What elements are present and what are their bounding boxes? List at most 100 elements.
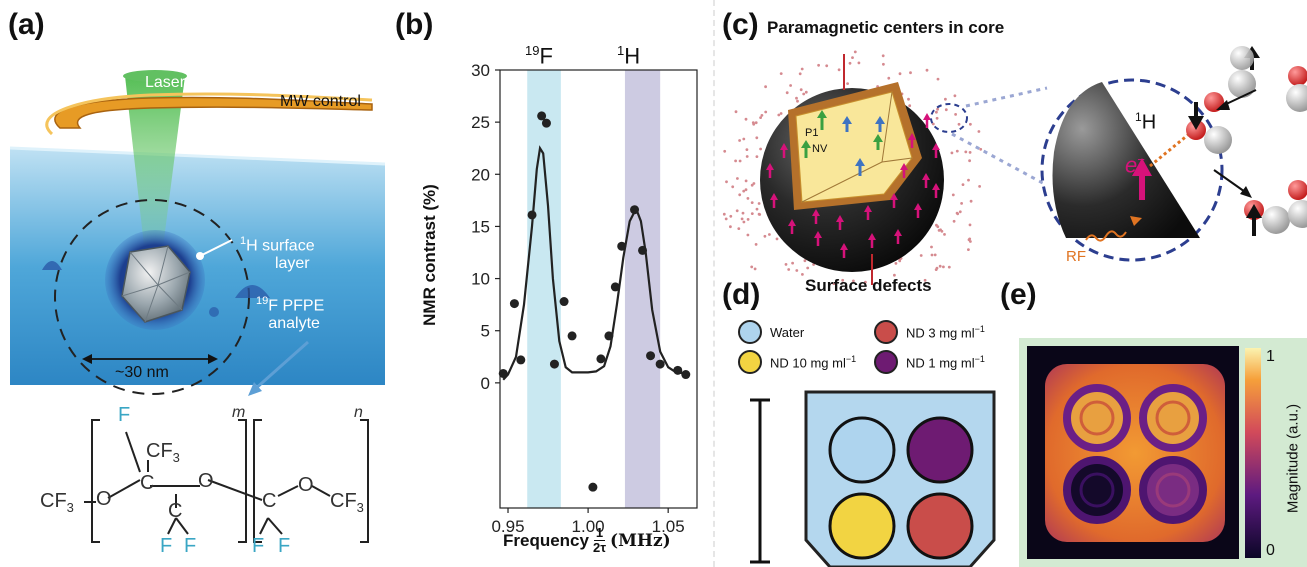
data-point bbox=[655, 359, 665, 369]
formula-n: n bbox=[354, 404, 363, 421]
water-molecule-dot bbox=[724, 217, 728, 221]
nv-label: NV bbox=[812, 143, 828, 155]
water-molecule-dot bbox=[817, 63, 820, 67]
shaded-band-0 bbox=[527, 70, 561, 508]
water-molecule-dot bbox=[742, 189, 746, 193]
water-molecule-dot bbox=[908, 104, 912, 108]
water-molecule-dot bbox=[741, 211, 745, 215]
mw-control-label: MW control bbox=[280, 93, 361, 110]
data-point bbox=[630, 205, 640, 215]
band-label-1h: 1H bbox=[617, 43, 641, 69]
water-molecule-dot bbox=[791, 261, 794, 265]
water-molecule-dot bbox=[857, 61, 861, 65]
fit-curve bbox=[502, 145, 688, 381]
legend-nd1: ND 1 mg ml−1 bbox=[874, 350, 985, 374]
water-molecule-dot bbox=[755, 155, 759, 158]
water-molecule-dot bbox=[832, 282, 836, 285]
water-molecule-dot bbox=[804, 90, 808, 94]
y-tick-label: 10 bbox=[471, 270, 490, 289]
water-molecule-dot bbox=[851, 56, 854, 59]
water-molecule-dot bbox=[931, 122, 935, 126]
water-molecule-dot bbox=[740, 217, 744, 221]
colorbar-min: 0 bbox=[1266, 542, 1275, 559]
surface-spin-arrowhead bbox=[840, 243, 848, 250]
water-molecule-dot bbox=[898, 72, 902, 76]
water-molecule-dot bbox=[779, 72, 783, 75]
water-molecule-dot bbox=[935, 110, 938, 114]
formula-c1: C bbox=[140, 472, 155, 494]
water-molecule-dot bbox=[923, 278, 927, 282]
water-molecule-dot bbox=[930, 253, 934, 257]
formula-o1: O bbox=[96, 488, 112, 510]
formula-f1: F bbox=[118, 404, 131, 426]
colorbar-max: 1 bbox=[1266, 348, 1275, 365]
panel-c-illustration bbox=[722, 46, 1307, 285]
x-tick-label: 0.95 bbox=[491, 517, 524, 536]
surface-spin-arrowhead bbox=[766, 163, 774, 170]
water-molecule-dot bbox=[744, 188, 748, 192]
water-molecule-dot bbox=[763, 234, 767, 238]
water-molecule-dot bbox=[936, 107, 939, 111]
water-molecule-dot bbox=[968, 223, 972, 227]
water-molecule-dot bbox=[968, 159, 971, 163]
water-molecule-dot bbox=[951, 193, 955, 197]
water-molecule-dot bbox=[736, 177, 739, 180]
1h-label: 1H bbox=[1135, 110, 1157, 134]
colorbar-label: Magnitude (a.u.) bbox=[1284, 403, 1302, 514]
panel-divider bbox=[713, 0, 715, 567]
data-point bbox=[681, 370, 691, 380]
water-molecule-dot bbox=[953, 94, 957, 98]
water-molecule-dot bbox=[731, 185, 735, 189]
water-molecule-dot bbox=[800, 67, 804, 71]
surface-spin-arrowhead bbox=[836, 215, 844, 222]
rf-label: RF bbox=[1066, 248, 1086, 265]
surface-spin-arrowhead bbox=[788, 219, 796, 226]
mri-well-nd1 bbox=[1139, 384, 1207, 452]
water-molecule-dot bbox=[950, 151, 954, 155]
formula-c3: C bbox=[262, 490, 277, 512]
water-molecule-dot bbox=[744, 117, 748, 121]
water-molecule-dot bbox=[789, 84, 792, 87]
data-point bbox=[549, 359, 559, 369]
water-molecule-dot bbox=[760, 114, 764, 117]
water-molecule-dot bbox=[768, 233, 771, 236]
x-axis-label: Frequency 1 2τ (MHz) bbox=[503, 525, 671, 555]
water-molecule-dot bbox=[754, 121, 758, 125]
water-molecule-dot bbox=[729, 225, 732, 229]
electron-label: e− bbox=[1125, 152, 1145, 178]
water-molecule-dot bbox=[722, 212, 726, 216]
data-point bbox=[567, 331, 577, 341]
water-molecule-dot bbox=[944, 97, 947, 101]
water-molecule-dot bbox=[787, 268, 791, 271]
water-molecule-dot bbox=[803, 259, 807, 263]
plot-frame bbox=[499, 69, 698, 509]
formula-f3: F bbox=[184, 535, 197, 557]
mri-well-nd3 bbox=[1139, 456, 1207, 524]
formula-c2: C bbox=[168, 500, 183, 522]
water-molecule-dot bbox=[738, 159, 742, 163]
water-molecule-dot bbox=[799, 88, 803, 92]
legend-nd10: ND 10 mg ml−1 bbox=[738, 350, 856, 374]
data-point bbox=[596, 354, 606, 364]
mri-phantom bbox=[1045, 364, 1225, 542]
water-molecule-dot bbox=[944, 108, 948, 112]
surface-spin-arrowhead bbox=[814, 231, 822, 238]
water-molecule-dot bbox=[750, 212, 754, 216]
water-molecule-dot bbox=[777, 113, 781, 117]
y-tick-label: 0 bbox=[481, 374, 490, 393]
water-molecule-dot bbox=[798, 72, 802, 76]
surface-spin-arrowhead bbox=[770, 193, 778, 200]
water-molecule-dot bbox=[785, 91, 789, 95]
y-tick-label: 20 bbox=[471, 165, 490, 184]
y-axis-label: NMR contrast (%) bbox=[420, 184, 439, 326]
water-molecule-dot bbox=[734, 159, 737, 163]
water-molecule-dot bbox=[757, 212, 761, 216]
water-molecule-dot bbox=[960, 202, 963, 205]
panel-label-d: (d) bbox=[722, 278, 761, 311]
surface-spin-arrowhead bbox=[908, 133, 916, 140]
water-molecule-dot bbox=[919, 254, 923, 257]
water-molecule-dot bbox=[806, 266, 810, 270]
water-molecule-dot bbox=[775, 237, 779, 241]
water-molecule-dot bbox=[841, 278, 845, 282]
water-molecule-dot bbox=[779, 112, 783, 115]
